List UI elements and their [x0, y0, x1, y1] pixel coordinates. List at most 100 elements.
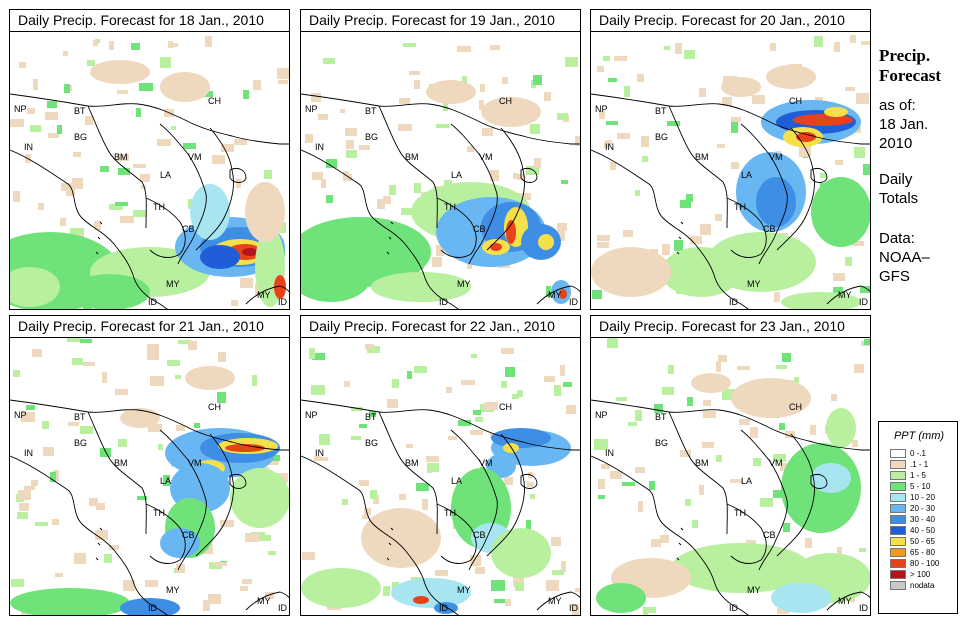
precip-cell: [805, 538, 812, 548]
precip-cell: [480, 84, 485, 92]
border-line: [145, 197, 186, 258]
precip-area: [771, 583, 831, 613]
country-labels: NP BT BG IN CH BM VM LA TH CB MY ID MY ID: [305, 96, 579, 307]
legend-title: PPT (mm): [893, 430, 945, 442]
legend-label: 0 -.1: [910, 449, 927, 458]
panel-title: Daily Precip. Forecast for 19 Jan., 2010: [300, 9, 581, 32]
precip-cell: [448, 436, 457, 440]
precip-cell: [72, 178, 83, 189]
precip-cell: [484, 402, 498, 410]
precip-cell: [794, 377, 799, 383]
precip-area: [371, 272, 471, 302]
precip-cell: [856, 93, 869, 104]
sidebar-data-line3: GFS: [879, 268, 910, 285]
country-label-my: MY: [838, 596, 852, 606]
legend-label: 1 - 5: [910, 471, 927, 480]
precip-cell: [344, 381, 350, 387]
precip-cell: [686, 194, 693, 202]
precip-cell: [19, 62, 26, 68]
legend-swatch: [890, 537, 906, 546]
precip-cell: [398, 124, 412, 131]
precip-area: [503, 443, 519, 453]
precip-cell: [80, 339, 92, 343]
precip-cell: [115, 202, 128, 206]
border-line: [10, 149, 168, 309]
panel-title: Daily Precip. Forecast for 18 Jan., 2010: [9, 9, 290, 32]
precip-cell: [637, 74, 644, 82]
border-line: [378, 105, 438, 229]
precip-cell: [861, 41, 870, 45]
precip-cell: [392, 582, 399, 589]
precip-cell: [139, 83, 153, 91]
precip-cell: [63, 51, 68, 56]
precip-cell: [530, 124, 540, 134]
precip-cell: [302, 552, 315, 560]
precip-cell: [779, 423, 785, 430]
precip-cell: [278, 80, 288, 84]
precip-cell: [234, 139, 247, 145]
legend-item: .1 - 1: [890, 459, 956, 470]
precip-cell: [403, 43, 416, 47]
precip-cell: [527, 482, 534, 487]
precip-cell: [218, 352, 226, 362]
precip-cell: [60, 218, 66, 226]
precip-cell: [597, 66, 604, 72]
precip-cell: [446, 387, 452, 393]
country-label-bt: BT: [74, 106, 86, 116]
forecast-panel-jan20: Daily Precip. Forecast for 20 Jan., 2010…: [590, 9, 872, 310]
precip-cell: [718, 355, 727, 362]
precip-cell: [739, 419, 750, 425]
precip-cell: [392, 379, 399, 388]
border-line: [87, 411, 147, 535]
country-label-cb: CB: [182, 224, 195, 234]
precip-cell: [731, 117, 741, 122]
precip-cell: [833, 273, 845, 281]
country-label-ch: CH: [789, 402, 802, 412]
precip-cell: [268, 551, 276, 555]
precip-cell: [351, 436, 361, 440]
precip-cell: [426, 456, 439, 462]
border-line: [159, 429, 207, 571]
precip-cell: [662, 387, 674, 395]
precip-cell: [501, 348, 514, 354]
precip-cell: [96, 503, 105, 510]
precip-cell: [359, 480, 369, 486]
precip-cell: [377, 199, 385, 209]
precip-legend: PPT (mm) 0 -.1 .1 - 1 1 - 5 5 - 10 10 - …: [878, 421, 958, 614]
precip-cell: [305, 134, 313, 143]
precip-cell: [171, 126, 176, 130]
precip-cell: [311, 93, 321, 102]
precip-cell: [834, 42, 840, 52]
precip-cell: [383, 586, 390, 596]
sidebar-data-line1: Data:: [879, 230, 915, 247]
precip-cell: [685, 499, 691, 506]
precip-area: [391, 578, 471, 608]
legend-swatch: [890, 482, 906, 491]
precip-cell: [87, 60, 95, 66]
precip-cell: [42, 421, 49, 429]
forecast-panel-jan23: Daily Precip. Forecast for 23 Jan., 2010…: [590, 315, 872, 616]
country-borders: [301, 93, 580, 309]
precip-cell: [414, 80, 420, 89]
border-line: [229, 167, 247, 183]
precip-area: [731, 378, 811, 418]
precip-cell: [240, 278, 253, 288]
country-label-vm: VM: [769, 458, 783, 468]
country-label-ch: CH: [208, 96, 221, 106]
legend-label: > 100: [910, 570, 931, 579]
border-line: [95, 527, 103, 561]
country-label-vm: VM: [188, 458, 202, 468]
precip-cell: [318, 114, 328, 120]
precip-cell: [68, 422, 79, 426]
precip-cell: [183, 143, 196, 149]
precip-cell: [326, 159, 337, 168]
panel-title: Daily Precip. Forecast for 23 Jan., 2010: [590, 315, 871, 338]
precip-cell: [467, 262, 472, 269]
country-label-bg: BG: [365, 132, 378, 142]
precip-area: [426, 80, 476, 104]
precip-cell: [692, 520, 698, 528]
precip-cell: [364, 508, 371, 515]
border-line: [450, 123, 498, 265]
precip-cell: [664, 46, 670, 50]
precip-cell: [649, 481, 655, 490]
